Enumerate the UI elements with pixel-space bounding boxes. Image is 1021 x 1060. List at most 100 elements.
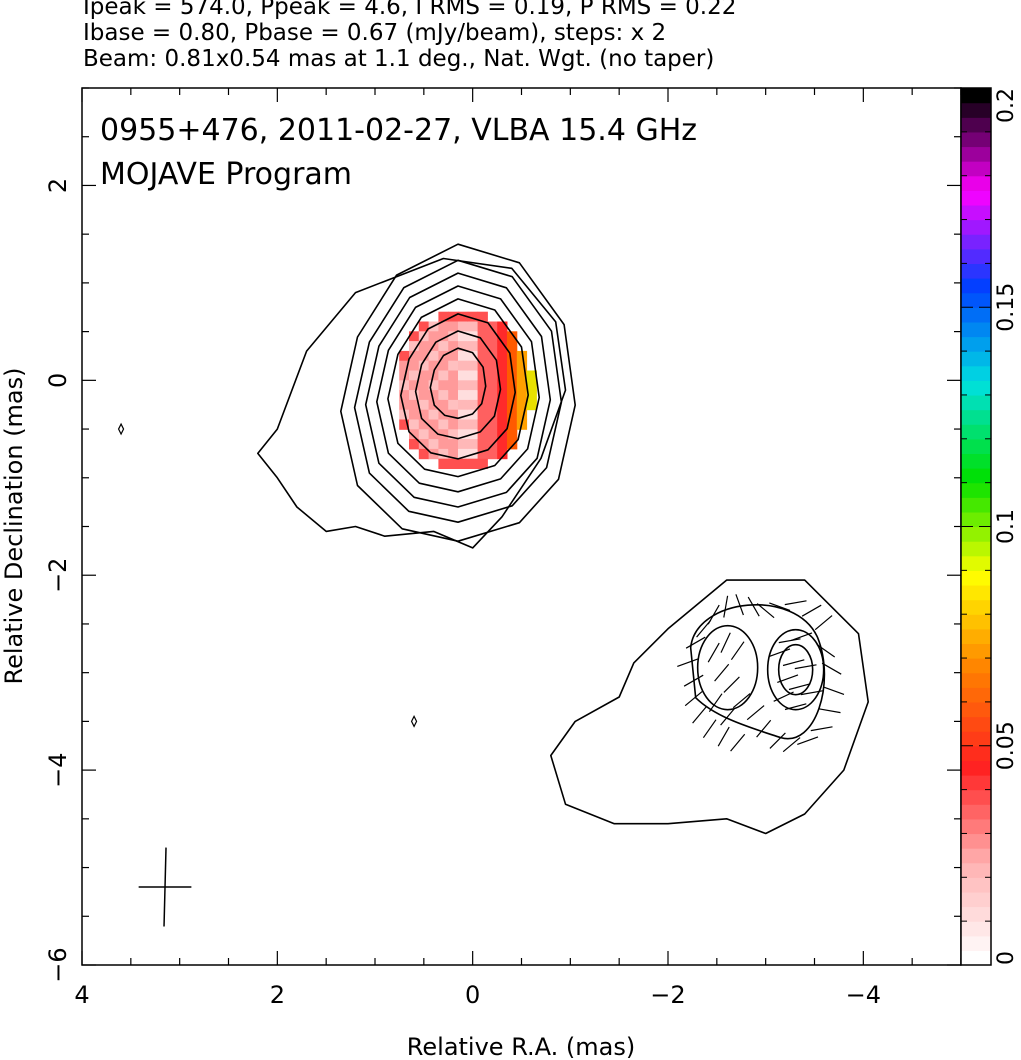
colorbar-band [961, 204, 991, 221]
pol-pixel [477, 458, 488, 469]
colorbar-band [961, 292, 991, 308]
header-line-1: Ipeak = 574.0, Ppeak = 4.6, I RMS = 0.19… [83, 0, 737, 20]
pol-pixel [487, 341, 498, 352]
evpa-sticks [677, 594, 845, 753]
pol-pixel [458, 399, 469, 411]
pol-pixel [487, 419, 498, 430]
pol-pixel [467, 341, 479, 352]
pol-pixel [458, 350, 469, 362]
pol-pixel [428, 331, 439, 342]
pol-pixel [516, 350, 528, 362]
colorbar-tick-label: 0 [994, 951, 1019, 965]
pol-pixel [418, 350, 430, 362]
colorbar-band [961, 365, 991, 381]
colorbar-band [961, 190, 991, 206]
pol-pixel [418, 341, 430, 352]
pol-pixel [516, 380, 528, 391]
pol-pixel [458, 429, 469, 440]
pol-pixel [467, 419, 479, 430]
y-tick-label: −6 [44, 947, 72, 982]
pol-pixel [458, 419, 469, 430]
pol-pixel [507, 439, 518, 450]
evpa-stick [735, 594, 744, 616]
evpa-stick [769, 648, 791, 657]
pol-pixel [448, 409, 459, 420]
pol-pixel [507, 380, 518, 391]
pol-pixel [448, 429, 459, 440]
pol-pixel [477, 331, 488, 342]
evpa-stick [816, 643, 836, 658]
colorbar-band [961, 380, 991, 396]
colorbar-band [961, 555, 991, 571]
evpa-stick [788, 683, 811, 691]
pol-pixel [418, 439, 430, 450]
x-tick-label: 2 [270, 981, 285, 1009]
pol-pixel [458, 390, 469, 401]
colorbar-band [961, 862, 991, 878]
evpa-stick [791, 632, 813, 641]
evpa-stick [756, 719, 772, 738]
pol-pixel [497, 380, 508, 391]
y-tick-label: 0 [44, 373, 72, 388]
pol-pixel [467, 360, 479, 371]
colorbar-band [961, 716, 991, 732]
pol-pixel [477, 448, 488, 460]
colorbar-band [961, 394, 991, 411]
colorbar-band [961, 921, 991, 937]
core-contour [414, 330, 502, 440]
colorbar-band [961, 234, 991, 250]
pol-pixel [497, 419, 508, 430]
pol-pixel [487, 321, 498, 332]
pol-pixel [467, 399, 479, 411]
pol-pixel [418, 380, 430, 391]
pol-pixel [477, 311, 488, 322]
evpa-stick [784, 600, 807, 606]
x-axis-label: Relative R.A. (mas) [407, 1033, 635, 1060]
pol-pixel [448, 341, 459, 352]
pol-pixel [409, 341, 420, 352]
pol-pixel [526, 390, 537, 401]
evpa-stick [720, 707, 736, 726]
pol-pixel [467, 370, 479, 381]
pol-pixel [507, 331, 518, 342]
evpa-stick [821, 662, 842, 675]
evpa-stick [684, 691, 703, 707]
pol-pixel [438, 419, 449, 430]
colorbar-band [961, 511, 991, 528]
colorbar-band [961, 526, 991, 542]
pol-pixel [448, 370, 459, 381]
pol-pixel [448, 439, 459, 450]
pol-pixel [438, 399, 449, 411]
colorbar-band [961, 351, 991, 367]
colorbar-tick-label: 0.1 [994, 509, 1019, 544]
pol-pixel [448, 360, 459, 371]
pol-pixel [497, 390, 508, 401]
evpa-stick [730, 641, 745, 661]
pol-pixel [448, 321, 459, 332]
pol-pixel [409, 390, 420, 401]
axis-ticks: 4 2 0 −2 −4 −6 −4 −2 0 2 [44, 87, 962, 1009]
evpa-stick [747, 596, 760, 617]
pol-pixel [399, 419, 410, 430]
evpa-stick [784, 703, 807, 711]
pol-pixel [458, 409, 469, 420]
pol-pixel [399, 380, 410, 391]
pol-pixel [458, 331, 469, 342]
colorbar-band [961, 584, 991, 601]
colorbar-band [961, 745, 991, 761]
pol-pixel [448, 350, 459, 362]
pol-pixel [458, 439, 469, 450]
colorbar-band [961, 599, 991, 615]
colorbar-band [961, 88, 991, 104]
evpa-stick [714, 663, 730, 682]
colorbar-band [961, 248, 991, 264]
pol-pixel [487, 429, 498, 440]
evpa-stick [685, 636, 706, 649]
pol-pixel [418, 399, 430, 411]
colorbar-band [961, 789, 991, 805]
pol-pixel [458, 360, 469, 371]
x-tick-label: 0 [465, 981, 480, 1009]
pol-pixel [428, 419, 439, 430]
colorbar-band [961, 468, 991, 484]
colorbar-band [961, 848, 991, 864]
